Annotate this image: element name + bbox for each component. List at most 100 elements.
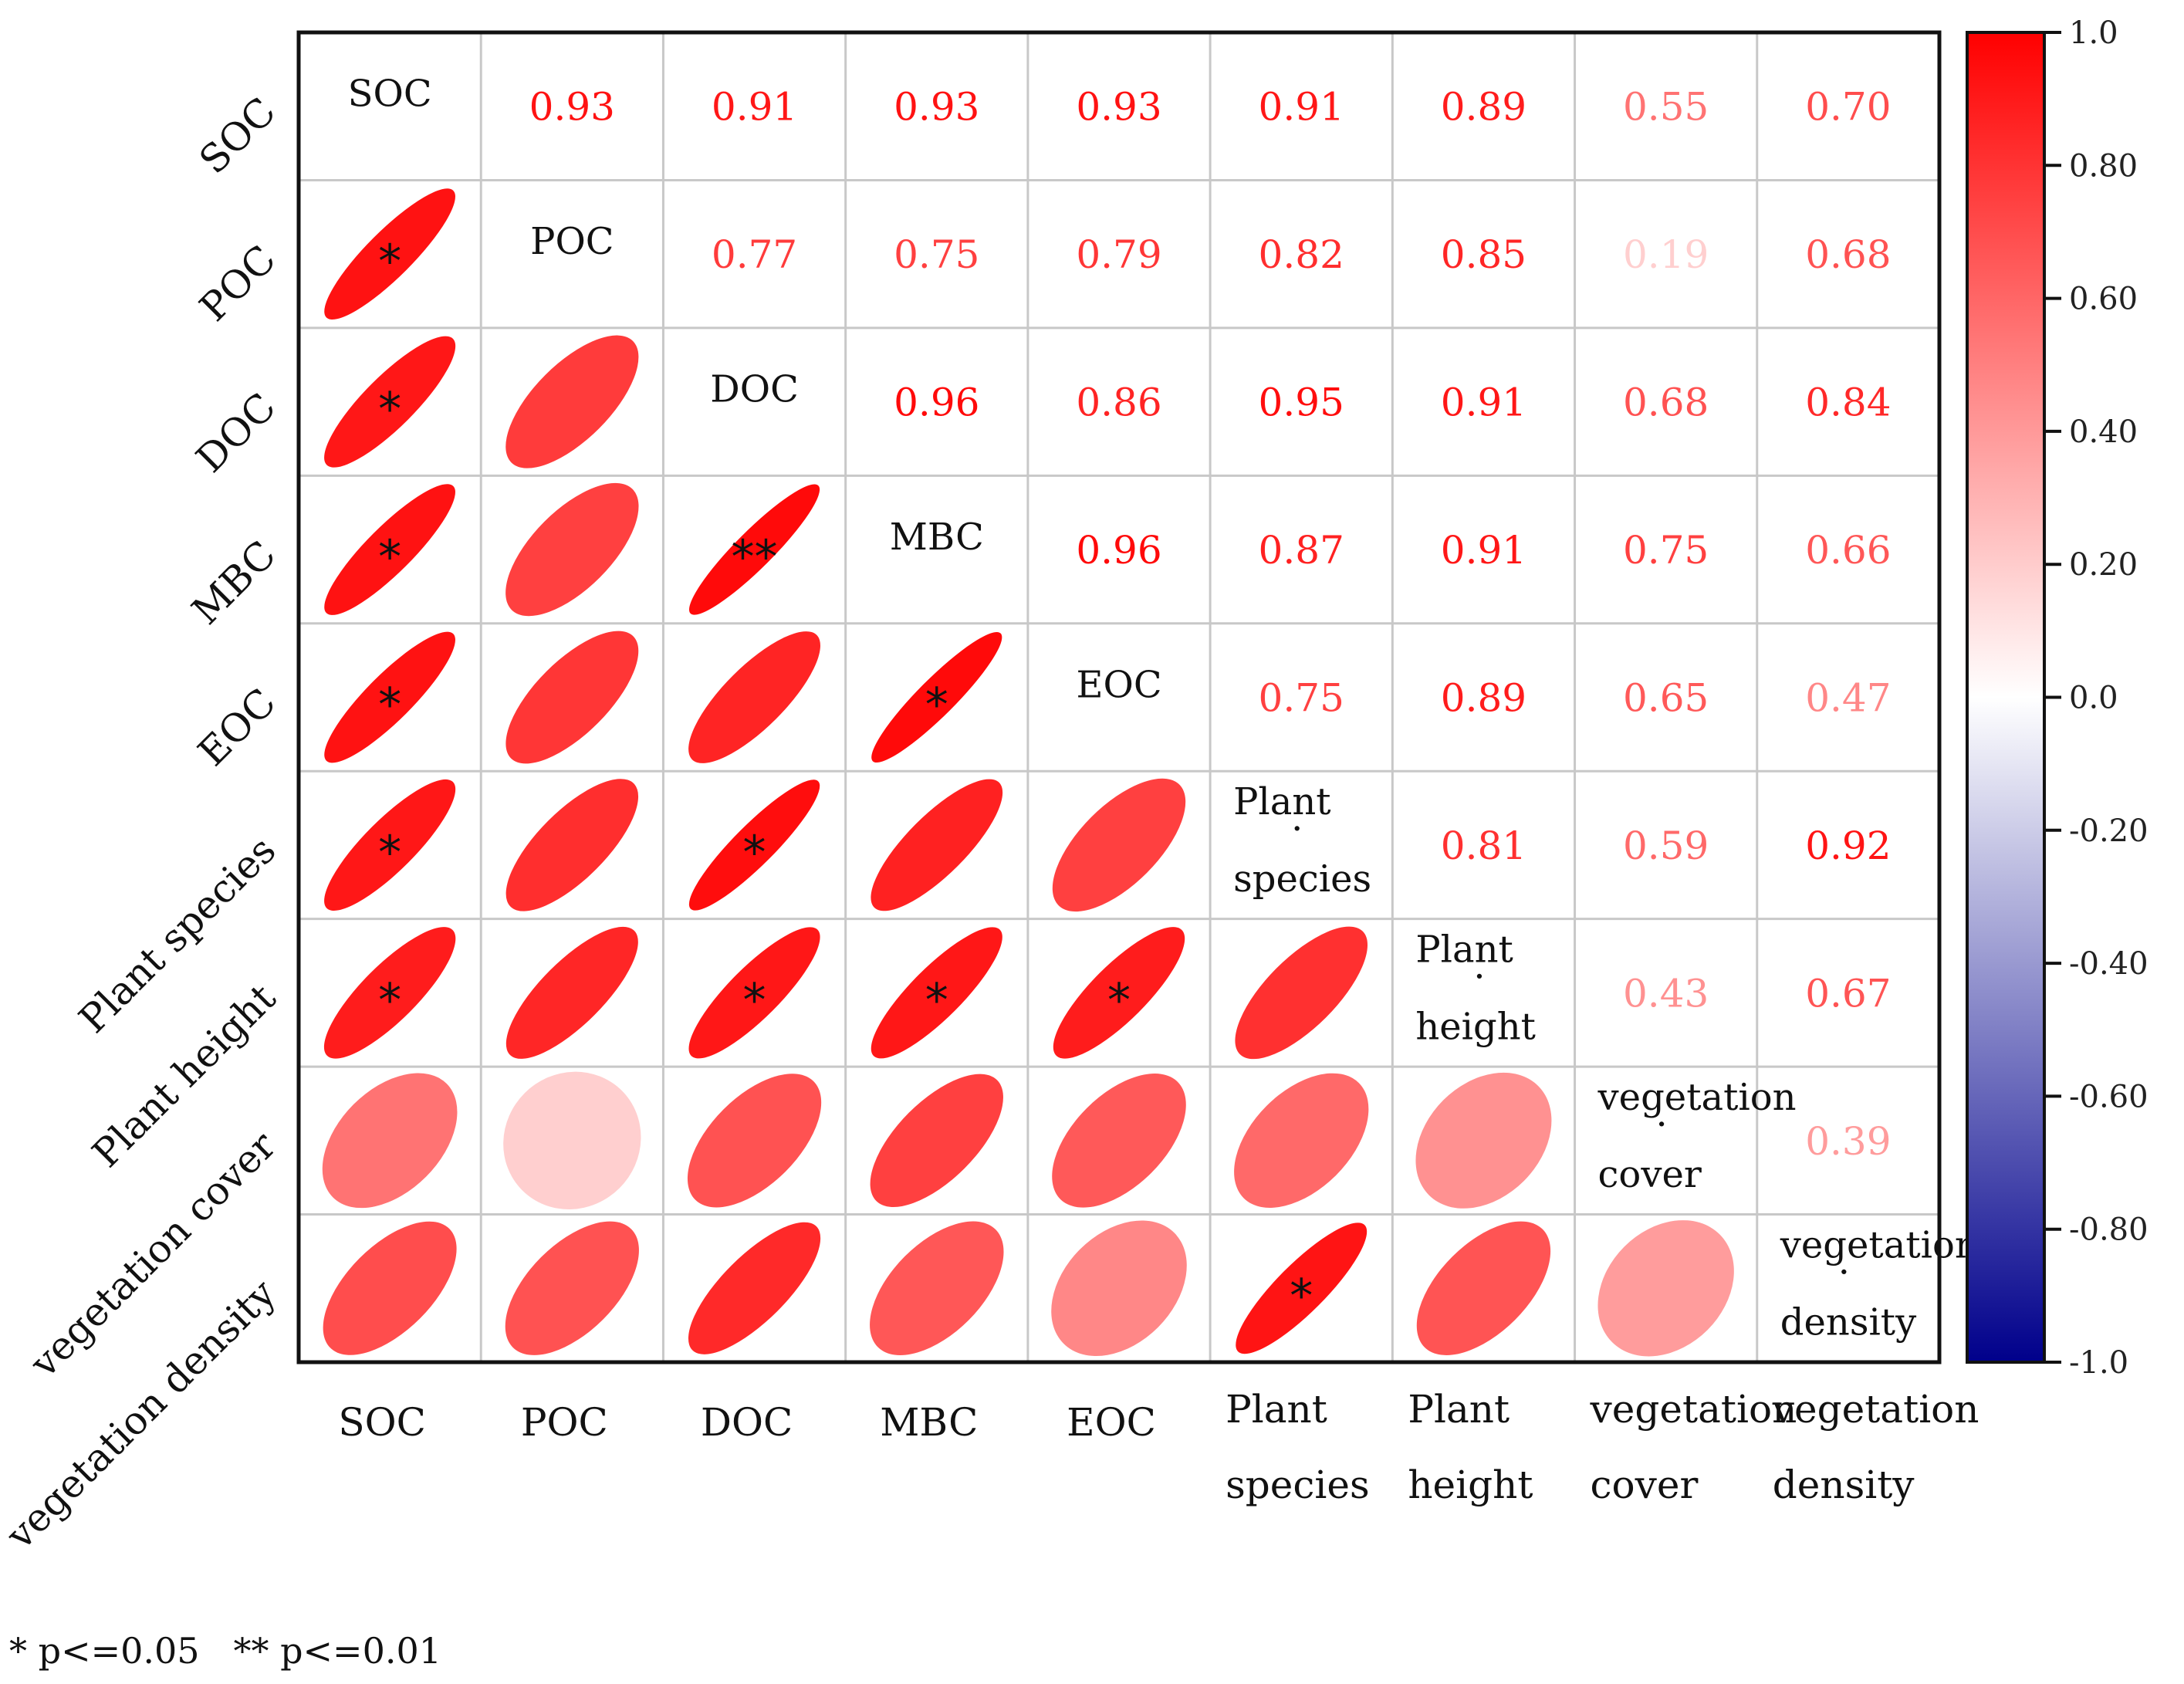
corr-value: 0.86: [1076, 380, 1161, 425]
corr-ellipse: [688, 927, 820, 1059]
corr-ellipse: [324, 779, 456, 911]
corr-value: 0.91: [1259, 85, 1344, 130]
colorbar-tick-label: 0.40: [2069, 414, 2138, 450]
diagonal-label: MBC: [890, 516, 984, 559]
corr-value: 0.91: [1441, 380, 1526, 425]
corr-ellipse: [1236, 1222, 1368, 1354]
corr-ellipse: [687, 1074, 822, 1208]
significance-mark: *: [378, 530, 401, 584]
corr-value: 0.89: [1441, 85, 1526, 130]
colorbar-tick-label: 0.20: [2069, 547, 2138, 583]
diagonal-label: species: [1233, 857, 1371, 901]
corr-ellipse: [324, 484, 455, 615]
corr-value: 0.75: [894, 232, 979, 277]
significance-mark: *: [743, 826, 766, 880]
significance-legend: * p<=0.05 ** p<=0.01: [9, 1630, 441, 1672]
significance-mark: *: [925, 973, 948, 1027]
colorbar-tick-label: 0.60: [2069, 282, 2138, 317]
colorbar-gradient: [1966, 31, 2046, 1364]
diagonal-label: ·: [1838, 1250, 1850, 1293]
colorbar-tick-label: 1.0: [2069, 15, 2118, 51]
ellipse-layer: [322, 188, 1734, 1357]
colorbar-tick-label: 0.80: [2069, 148, 2138, 184]
corr-value: 0.92: [1805, 823, 1891, 868]
significance-mark: *: [378, 826, 401, 880]
colorbar-tick-label: -1.0: [2069, 1345, 2128, 1381]
corr-ellipse: [505, 631, 639, 764]
corr-value: 0.91: [712, 85, 797, 130]
corr-value: 0.67: [1805, 971, 1891, 1016]
diagonal-label: EOC: [1076, 664, 1161, 707]
significance-mark: *: [1107, 973, 1131, 1027]
x-tick-label: Plant: [1408, 1387, 1510, 1432]
corr-value: 0.68: [1623, 380, 1709, 425]
corr-ellipse: [324, 188, 455, 320]
y-tick-label: SOC: [191, 89, 284, 182]
y-tick-label: POC: [191, 237, 285, 330]
x-axis-labels: SOC POC DOC MBC EOC Plant species Plant height ve…: [338, 1387, 1979, 1507]
diagonal-label: cover: [1598, 1153, 1702, 1196]
corr-ellipse: [505, 335, 639, 468]
matrix-frame: [296, 30, 1942, 1364]
corr-value: 0.95: [1259, 380, 1344, 425]
diagonal-label: vegetation: [1780, 1223, 1979, 1266]
corr-value: 0.77: [712, 232, 797, 277]
diagonal-label: density: [1780, 1300, 1916, 1344]
diagonal-label: vegetation: [1597, 1076, 1797, 1119]
x-tick-label: Plant: [1226, 1387, 1327, 1432]
corr-ellipse: [1416, 1221, 1551, 1355]
x-tick-label: MBC: [880, 1400, 978, 1445]
diagonal-label: ·: [1656, 1103, 1668, 1146]
significance-mark: *: [378, 678, 401, 732]
colorbar: 1.0 0.80 0.60 0.40 0.20 0.0 -0.20 -0.40 -0.60 -0.…: [1966, 15, 2149, 1381]
corr-ellipse: [505, 1221, 639, 1355]
diagonal-label: height: [1415, 1005, 1536, 1048]
x-tick-label: DOC: [701, 1400, 793, 1445]
y-tick-label: vegetation cover: [21, 1123, 284, 1386]
corr-value: 0.66: [1805, 528, 1891, 573]
x-tick-label: cover: [1591, 1463, 1699, 1507]
corr-value: 0.75: [1623, 528, 1709, 573]
corr-ellipse: [505, 482, 639, 617]
corr-value: 0.85: [1441, 232, 1526, 277]
corr-value: 0.43: [1623, 971, 1709, 1016]
corr-ellipse: [688, 484, 820, 615]
corr-ellipse: [871, 927, 1002, 1059]
diagonal-label: ·: [1291, 807, 1303, 850]
significance-mark: *: [743, 973, 766, 1027]
diagonal-label: DOC: [710, 368, 799, 411]
corr-value: 0.65: [1623, 676, 1709, 721]
colorbar-tick-label: -0.60: [2069, 1079, 2149, 1114]
corr-value: 0.19: [1623, 232, 1709, 277]
x-tick-label: species: [1226, 1463, 1370, 1507]
corr-value: 0.68: [1805, 232, 1891, 277]
corr-value: 0.75: [1259, 676, 1344, 721]
corr-value: 0.79: [1076, 232, 1161, 277]
y-tick-label: vegetation density: [0, 1270, 285, 1558]
corr-ellipse: [1415, 1072, 1552, 1209]
x-tick-label: vegetation: [1772, 1387, 1979, 1432]
x-tick-label: vegetation: [1590, 1387, 1797, 1432]
colorbar-tick-label: -0.80: [2069, 1212, 2149, 1248]
y-tick-label: DOC: [188, 384, 284, 481]
corr-ellipse: [1597, 1220, 1734, 1357]
corr-value: 0.93: [1076, 85, 1161, 130]
corr-value: 0.84: [1805, 380, 1891, 425]
corr-ellipse: [322, 1073, 458, 1209]
corr-ellipse: [1234, 1073, 1369, 1208]
corr-ellipse: [1052, 1074, 1186, 1208]
x-tick-label: height: [1408, 1463, 1533, 1507]
corr-value: 0.91: [1441, 528, 1526, 573]
significance-mark: *: [378, 973, 401, 1027]
x-tick-label: EOC: [1067, 1400, 1156, 1445]
corr-ellipse: [503, 1071, 641, 1209]
corr-ellipse: [688, 1222, 821, 1354]
diagonal-label: POC: [530, 220, 614, 263]
corr-ellipse: [1052, 778, 1186, 912]
x-tick-label: SOC: [338, 1400, 426, 1445]
corr-value: 0.81: [1441, 823, 1526, 868]
corr-value: 0.39: [1805, 1119, 1891, 1164]
significance-mark: *: [1290, 1269, 1313, 1323]
corr-ellipse: [505, 779, 639, 911]
